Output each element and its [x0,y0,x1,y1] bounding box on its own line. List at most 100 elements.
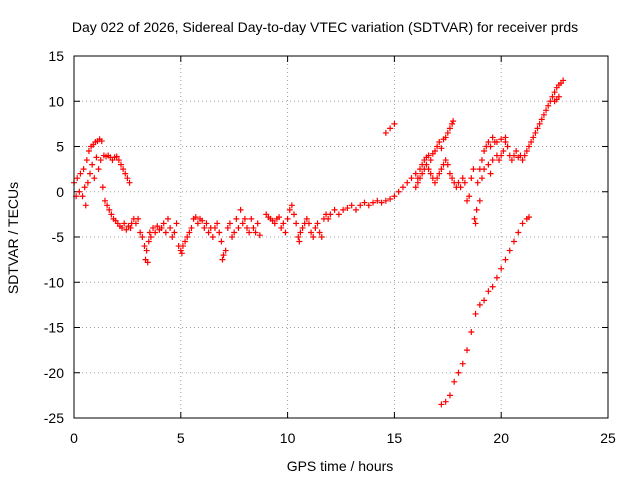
data-point [446,125,453,132]
y-tick-label: 0 [56,184,64,200]
data-point [76,188,83,195]
data-point [498,152,505,159]
y-tick-label: -5 [52,229,65,245]
data-point [344,205,351,212]
data-point [365,202,372,209]
data-point [282,229,289,236]
data-point [446,170,453,177]
data-point [545,102,552,109]
data-point [173,220,180,227]
data-point [209,234,216,240]
data-point [521,152,528,159]
data-point [508,157,515,164]
data-point [167,224,174,231]
y-tick-label: -10 [44,274,64,290]
data-point [216,229,223,236]
data-point [468,329,475,336]
data-point [464,347,471,354]
data-point [248,215,255,222]
data-point [327,211,334,218]
data-point [139,234,146,240]
data-point [146,229,153,236]
data-point [485,288,492,295]
data-point [543,107,550,114]
data-point [427,170,434,177]
data-point [211,224,218,231]
y-tick-label: -15 [44,320,64,336]
data-point [476,197,483,204]
data-point [81,184,88,191]
data-point [513,148,520,155]
data-point [237,206,244,213]
data-point [455,369,462,376]
x-tick-label: 25 [600,430,616,446]
data-point [303,215,310,222]
data-point [224,224,231,231]
data-points [71,77,567,408]
data-point [493,274,500,281]
data-point [498,136,505,143]
data-point [472,220,479,227]
data-point [417,175,424,182]
data-point [412,184,419,191]
data-point [77,170,84,177]
data-point [525,143,532,150]
data-point [293,220,300,227]
data-point [188,224,195,231]
data-point [374,197,381,204]
data-point [143,247,150,254]
data-point [478,157,485,164]
data-point [299,224,306,231]
data-point [496,157,503,164]
data-point [434,175,441,182]
data-point [378,199,385,206]
data-point [438,145,445,152]
data-point [226,220,233,227]
data-point [549,93,556,100]
data-point [331,206,338,213]
y-tick-label: 5 [56,139,64,155]
data-point [436,170,443,177]
data-point [498,265,505,272]
data-point [399,184,406,191]
data-point [444,129,451,136]
data-point [404,179,411,186]
data-point [127,224,134,231]
y-tick-label: 15 [48,48,64,64]
chart-title: Day 022 of 2026, Sidereal Day-to-day VTE… [72,19,578,35]
data-point [438,401,445,408]
data-point [83,157,90,164]
data-point [276,214,283,221]
data-point [80,166,87,173]
data-point [239,220,246,227]
data-point [468,175,475,182]
data-point [504,143,511,150]
x-axis-label: GPS time / hours [287,458,394,474]
data-point [296,238,303,245]
data-point [461,179,468,186]
data-point [278,224,285,231]
data-point [137,229,144,236]
data-point [423,161,430,168]
data-point [95,166,102,173]
data-point [91,175,98,182]
data-point [438,166,445,173]
data-point [450,118,457,125]
data-point [256,232,263,239]
data-point [431,179,438,186]
data-point [178,250,185,257]
data-point [192,214,199,221]
data-point [534,125,541,132]
data-point [84,179,91,186]
data-point [511,238,518,245]
data-point [98,138,105,145]
data-point [246,229,253,236]
data-point [472,310,479,317]
data-point [370,199,377,206]
data-point [119,224,126,231]
data-point [459,360,466,367]
data-point [434,143,441,150]
data-point [408,175,415,182]
data-point [551,89,558,96]
